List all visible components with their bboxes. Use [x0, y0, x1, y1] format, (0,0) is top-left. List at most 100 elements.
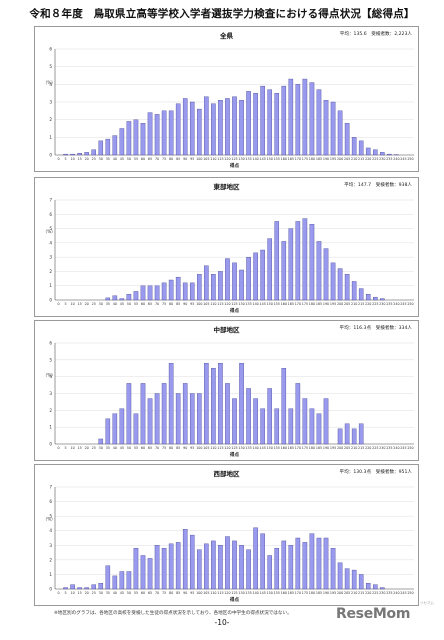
x-tick-label: 235	[386, 591, 392, 595]
bar	[288, 228, 294, 301]
x-tick-label: 45	[120, 591, 124, 595]
x-tick-label: 5	[65, 302, 67, 306]
x-tick-label: 235	[386, 157, 392, 161]
x-tick-label: 160	[281, 446, 287, 450]
bar	[154, 114, 160, 156]
x-tick-label: 40	[113, 302, 117, 306]
y-tick-label: 2	[49, 269, 52, 274]
x-tick-label: 150	[267, 446, 273, 450]
x-tick-label: 200	[337, 302, 343, 306]
bar	[204, 363, 209, 445]
bar	[105, 418, 111, 445]
x-tick-label: 200	[337, 157, 343, 161]
bar	[351, 569, 357, 590]
bar	[140, 383, 146, 445]
bar	[316, 537, 322, 590]
x-tick-label: 90	[183, 446, 187, 450]
bar	[260, 533, 265, 590]
x-tick-label: 125	[231, 157, 237, 161]
x-tick-label: 105	[203, 446, 209, 450]
x-tick-label: 25	[92, 591, 96, 595]
bar	[330, 101, 336, 156]
bar	[147, 285, 153, 301]
bar	[91, 149, 97, 156]
bar	[295, 84, 301, 156]
x-tick-label: 215	[358, 302, 364, 306]
x-tick-label: 90	[183, 302, 187, 306]
page-number: -10-	[214, 618, 230, 627]
x-tick-label: 225	[372, 302, 378, 306]
x-tick-label: 180	[309, 591, 315, 595]
y-tick-label: 4	[49, 82, 52, 87]
y-tick-label: 5	[49, 514, 52, 519]
x-tick-label: 20	[85, 157, 89, 161]
x-axis-label: 得点	[229, 307, 240, 314]
bar	[126, 294, 132, 301]
x-tick-label: 125	[231, 302, 237, 306]
chart-stats: 平均：130.3点 受検者数：951人	[339, 470, 412, 475]
bar	[337, 268, 343, 301]
y-tick-label: 6	[49, 47, 52, 52]
x-tick-label: 145	[260, 446, 266, 450]
bar	[105, 138, 111, 156]
bar	[189, 534, 195, 590]
bar	[281, 368, 287, 445]
x-tick-label: 235	[386, 446, 392, 450]
bar	[63, 587, 68, 590]
x-tick-label: 50	[127, 591, 131, 595]
bar	[147, 112, 153, 156]
x-tick-label: 10	[70, 591, 74, 595]
bar	[182, 98, 188, 156]
y-tick-label: 3	[49, 100, 52, 105]
x-tick-label: 195	[330, 157, 336, 161]
chart-title: 西部地区	[213, 470, 240, 478]
bar	[133, 548, 139, 590]
bar	[380, 587, 385, 590]
bar	[182, 383, 188, 445]
y-tick-label: 4	[49, 240, 52, 245]
x-tick-label: 105	[203, 591, 209, 595]
bar	[344, 568, 350, 590]
x-tick-label: 240	[393, 302, 399, 306]
x-tick-label: 240	[393, 157, 399, 161]
x-tick-label: 240	[393, 591, 399, 595]
x-tick-label: 215	[358, 591, 364, 595]
x-tick-label: 135	[245, 446, 251, 450]
bar	[239, 363, 244, 445]
x-tick-label: 45	[120, 446, 124, 450]
bar	[154, 545, 160, 590]
x-tick-label: 40	[113, 446, 117, 450]
bar	[119, 298, 125, 301]
x-tick-label: 55	[134, 302, 138, 306]
bar	[239, 545, 244, 590]
bar	[161, 548, 167, 590]
x-tick-label: 240	[393, 446, 399, 450]
bar	[168, 110, 174, 156]
x-tick-label: 15	[78, 157, 82, 161]
y-axis-label: （%）	[43, 229, 55, 234]
chart-panel-2: 0 1 2 3 4 5 6 （%） 0 5 10 15 20 25 30 35 40 45 50 55 60 65 70 75…	[34, 320, 419, 461]
bar	[182, 529, 188, 590]
bar	[204, 543, 209, 590]
x-tick-label: 210	[351, 446, 357, 450]
x-tick-label: 195	[330, 302, 336, 306]
bar	[372, 149, 378, 156]
x-tick-label: 15	[78, 591, 82, 595]
bar	[288, 408, 294, 445]
x-tick-label: 5	[65, 446, 67, 450]
bar	[316, 413, 322, 445]
x-tick-label: 45	[120, 157, 124, 161]
bar	[119, 408, 125, 445]
x-tick-label: 135	[245, 591, 251, 595]
x-tick-label: 140	[252, 446, 258, 450]
bar	[302, 398, 308, 445]
bar	[281, 241, 287, 301]
bar	[267, 89, 272, 156]
x-tick-label: 190	[323, 591, 329, 595]
x-tick-label: 60	[141, 157, 145, 161]
x-tick-label: 100	[196, 446, 202, 450]
x-tick-label: 245	[400, 157, 406, 161]
x-tick-label: 180	[309, 157, 315, 161]
